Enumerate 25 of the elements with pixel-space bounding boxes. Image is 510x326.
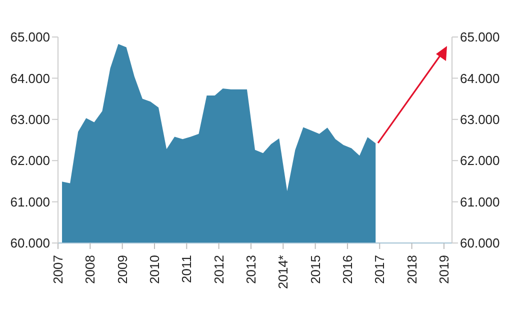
x-tick-label: 2016 [340,255,355,284]
x-tick-label: 2007 [50,255,66,284]
y-tick-label: 60.000 [10,236,50,251]
y2-tick-label: 60.000 [460,236,500,251]
x-tick-label: 2010 [146,255,162,284]
y-tick-label: 63.000 [10,112,50,128]
x-tick-label: 2015 [308,255,323,284]
y-tick-label: 62.000 [10,153,50,168]
y2-tick-label: 62.000 [460,153,500,168]
y2-tick-label: 61.000 [460,194,500,210]
x-tick-label: 2009 [114,255,130,284]
x-tick-label: 2008 [82,255,98,284]
y-tick-label: 65.000 [10,30,50,45]
y-tick-label: 61.000 [10,194,50,210]
x-tick-label: 2017 [372,255,388,284]
y2-tick-label: 63.000 [460,112,500,128]
x-tick-label: 2014* [276,255,291,289]
x-tick-label: 2012 [211,255,226,284]
y-tick-label: 64.000 [10,70,50,86]
x-tick-label: 2018 [404,255,420,284]
y2-tick-label: 65.000 [460,30,500,45]
x-tick-label: 2013 [243,255,258,284]
y2-tick-label: 64.000 [460,70,500,86]
x-tick-label: 2019 [436,255,452,284]
x-tick-label: 2011 [179,255,194,283]
